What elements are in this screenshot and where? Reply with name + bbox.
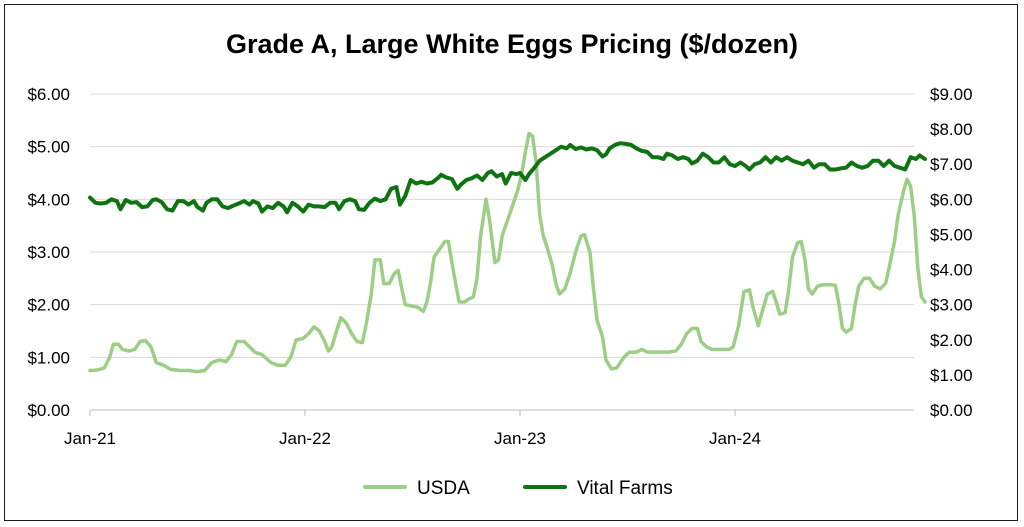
left-tick-label: $1.00 [27, 348, 70, 367]
left-tick-label: $0.00 [27, 401, 70, 420]
right-y-axis: $0.00 $1.00 $2.00 $3.00 $4.00 $5.00 $6.00 $7.00… [930, 85, 973, 420]
left-y-axis: $0.00 $1.00 $2.00 $3.00 $4.00 $5.00 $6.00 [27, 85, 70, 420]
right-tick-label: $7.00 [930, 155, 973, 174]
right-tick-label: $4.00 [930, 261, 973, 280]
right-tick-label: $0.00 [930, 401, 973, 420]
right-tick-label: $3.00 [930, 296, 973, 315]
left-tick-label: $2.00 [27, 296, 70, 315]
right-tick-label: $6.00 [930, 190, 973, 209]
legend-label-vital-farms: Vital Farms [577, 478, 673, 499]
chart-title: Grade A, Large White Eggs Pricing ($/doz… [226, 29, 798, 59]
left-tick-label: $5.00 [27, 138, 70, 157]
right-tick-label: $1.00 [930, 366, 973, 385]
right-tick-label: $8.00 [930, 120, 973, 139]
legend-label-usda: USDA [417, 478, 470, 499]
series-line-vital-farms [88, 141, 927, 215]
left-tick-label: $6.00 [27, 85, 70, 104]
x-tick-label: Jan-22 [279, 429, 331, 448]
x-tick-label: Jan-24 [709, 429, 761, 448]
legend: USDA Vital Farms [363, 478, 673, 499]
series-lines [88, 131, 927, 374]
left-tick-label: $3.00 [27, 243, 70, 262]
x-tick-label: Jan-23 [494, 429, 546, 448]
series-line-usda [88, 131, 927, 374]
right-tick-label: $5.00 [930, 225, 973, 244]
right-tick-label: $9.00 [930, 85, 973, 104]
right-tick-label: $2.00 [930, 331, 973, 350]
x-axis: Jan-21 Jan-22 Jan-23 Jan-24 [64, 409, 914, 448]
gridlines [90, 93, 914, 358]
left-tick-label: $4.00 [27, 190, 70, 209]
x-tick-label: Jan-21 [64, 429, 116, 448]
chart-frame [4, 4, 1018, 521]
